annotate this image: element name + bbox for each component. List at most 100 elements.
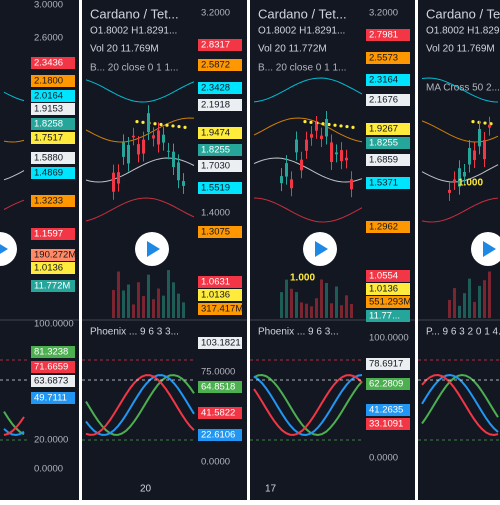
legend-title: Cardano / Tet [426,6,500,21]
axis-badge [31,118,75,130]
axis-label: 1.9474 [201,128,230,139]
candle-body [325,119,328,137]
volume-bar [132,304,135,318]
oscillator-line [421,373,499,425]
axis-label: 1.3075 [201,227,230,238]
axis-badge [366,74,410,86]
indicator-dot [153,122,157,126]
candle-body [137,144,140,155]
axis-badge [198,160,242,172]
indicator-dot [171,124,175,128]
oscillator-title: Phoenix ... 9 6 3... [258,327,339,338]
axis-label: 1.6859 [369,155,398,166]
volume-bar [305,303,308,318]
volume-bar [300,302,303,318]
volume-bar [157,288,160,318]
axis-label: 22.6106 [201,430,235,441]
axis-label: 75.0000 [201,367,235,378]
candle-body [162,134,165,143]
candle-body [305,139,308,151]
volume-bar [340,305,343,318]
candle-body [152,135,155,139]
volume-bar [290,288,293,318]
oscillator-title: Phoenix ... 9 6 3 3... [90,327,179,338]
candle-body [177,162,180,181]
candle-body [182,181,185,186]
axis-label: 0.0000 [369,453,398,464]
indicator-line [85,197,195,222]
candle-body [285,163,288,177]
chart-panel: Cardano / Tet O1.8002 H1.829 Vol 20 11.769… [418,6,500,441]
axis-label: 2.5872 [201,60,230,71]
indicator-line [85,79,195,103]
oscillator-title: P... 9 6 3 2 0 1 4... [426,327,500,338]
legend-volume: Vol 20 11.772M [258,44,327,55]
legend-indicator: MA Cross 50 2... [426,83,500,94]
axis-badge [198,429,242,441]
axis-badge [31,57,75,69]
date-label: 17 [265,484,277,495]
axis-badge [31,361,75,373]
axis-label: 62.2809 [369,379,403,390]
volume-bar [147,274,150,318]
volume-bar [488,271,491,318]
indicator-line [3,170,25,181]
axis-label: 1.8258 [34,119,63,130]
axis-label: 1.0631 [201,277,230,288]
chart-panel: Cardano / Tet... O1.8002 H1.8291... Vol 20… [82,6,247,495]
volume-bar [112,290,115,318]
level-label: 1.000 [458,178,483,189]
axis-label: 3.2000 [201,8,230,19]
axis-badge [31,280,75,292]
axis-label: 2.3428 [201,83,230,94]
axis-label: 1.5371 [369,178,398,189]
oscillator-line [3,428,25,437]
volume-bar [350,303,353,318]
axis-label: 551.293M [369,297,411,308]
volume-bar [345,295,348,318]
candle-body [117,172,120,184]
axis-badge [198,289,242,301]
axis-label: 78.6917 [369,359,403,370]
volume-bar [152,299,155,318]
axis-badge [198,276,242,288]
indicator-line [253,117,363,143]
volume-bar [295,292,298,318]
axis-label: 1.0136 [369,284,398,295]
oscillator-line [85,374,195,436]
candle-body [167,150,170,152]
indicator-dot [339,124,343,128]
legend-title: Cardano / Tet... [90,6,179,21]
candle-body [280,176,283,184]
indicator-dot [135,120,139,124]
axis-badge [366,378,410,390]
candle-body [310,134,313,138]
candle-body [112,172,115,192]
candle-body [345,157,348,161]
axis-badge [31,167,75,179]
axis-label: 1.4869 [34,168,63,179]
axis-badge [366,296,410,308]
axis-label: 1.1597 [34,229,63,240]
indicator-line [421,77,499,103]
candle-body [142,139,145,154]
volume-bar [142,296,145,318]
chart-panel: 3.0000 2.6000 2.3436 2.1800 2.0164 1.9153 1.82… [0,0,79,475]
axis-label: 1.8255 [201,145,230,156]
candle-body [122,142,125,157]
indicator-dot [471,120,475,124]
play-button[interactable] [0,232,17,266]
volume-bar [280,292,283,318]
candle-body [290,179,293,189]
indicator-line [3,199,25,210]
legend-ohlc: O1.8002 H1.829 [426,26,500,37]
axis-badge [366,283,410,295]
volume-bar [117,271,120,318]
axis-badge [366,418,410,430]
axis-label: 1.3233 [34,196,63,207]
axis-badge [198,127,242,139]
indicator-line [85,117,195,143]
axis-badge [31,249,75,261]
candle-body [315,124,318,131]
